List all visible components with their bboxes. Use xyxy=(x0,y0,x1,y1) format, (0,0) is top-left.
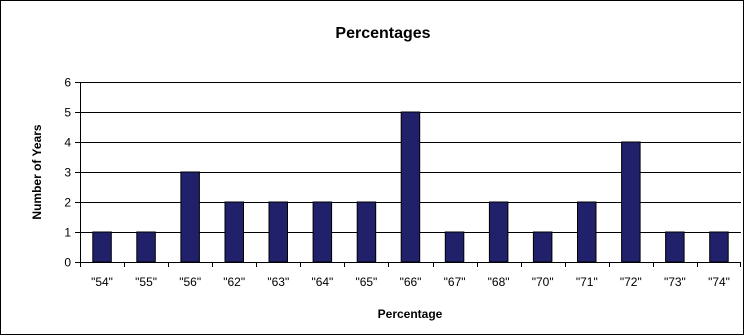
y-tick-label: 6 xyxy=(64,76,71,90)
bar xyxy=(400,111,421,263)
bar xyxy=(577,201,597,263)
x-tick-label: "70" xyxy=(532,275,554,289)
x-tick-label: "55" xyxy=(135,275,157,289)
x-tick-label: "56" xyxy=(179,275,201,289)
bars xyxy=(92,111,729,263)
x-tick-label: "54" xyxy=(91,275,113,289)
y-tick-label: 0 xyxy=(64,256,71,270)
x-tick-label: "74" xyxy=(708,275,730,289)
x-tick-label: "66" xyxy=(400,275,422,289)
bar xyxy=(268,201,288,263)
x-tick-label: "64" xyxy=(311,275,333,289)
x-tick-labels: "54" "55" "56" "62" "63" "64" "65" "66" "67" "68"… xyxy=(91,275,730,289)
x-tick-label: "71" xyxy=(576,275,598,289)
x-axis-label: Percentage xyxy=(378,307,443,321)
chart-title: Percentages xyxy=(335,25,430,42)
y-tick-label: 2 xyxy=(64,196,71,210)
bar xyxy=(709,231,729,263)
bar xyxy=(665,231,685,263)
x-tick-label: "65" xyxy=(355,275,377,289)
y-tick-labels: 0 1 2 3 4 5 6 xyxy=(64,76,71,270)
bar xyxy=(488,201,509,263)
bar xyxy=(356,201,377,263)
bar xyxy=(312,201,333,263)
x-tick-label: "63" xyxy=(267,275,289,289)
x-tick-label: "73" xyxy=(664,275,686,289)
x-tick-label: "72" xyxy=(620,275,642,289)
bar xyxy=(532,231,553,263)
bar xyxy=(136,231,156,263)
y-tick-label: 3 xyxy=(64,166,71,180)
x-tick-label: "68" xyxy=(488,275,510,289)
bar xyxy=(92,231,112,263)
bar xyxy=(444,231,465,263)
bar xyxy=(621,141,641,263)
x-tick-label: "67" xyxy=(444,275,466,289)
y-tick-label: 5 xyxy=(64,106,71,120)
y-tick-label: 4 xyxy=(64,136,71,150)
x-tick-label: "62" xyxy=(223,275,245,289)
y-axis-label: Number of Years xyxy=(30,124,44,219)
bar xyxy=(224,201,244,263)
bar xyxy=(180,171,200,263)
axes xyxy=(75,82,741,267)
y-tick-label: 1 xyxy=(64,226,71,240)
